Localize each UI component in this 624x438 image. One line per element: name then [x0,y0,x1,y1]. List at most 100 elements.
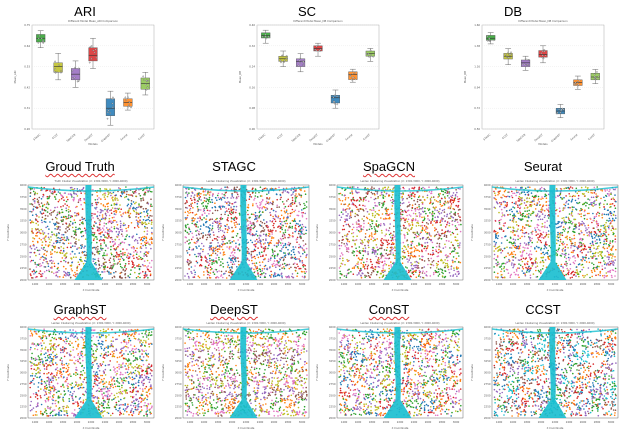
y-axis-label: Mean_DB [238,71,242,83]
data-point [60,71,62,74]
data-point [130,106,132,109]
y-tick-label: 2250 [20,266,27,270]
data-point [354,78,357,81]
data-point [299,62,301,64]
y-tick-label: 2750 [175,382,182,386]
y-tick-label: 2500 [20,254,27,258]
data-point [560,110,562,112]
data-point [54,72,57,74]
data-point [367,53,370,55]
x-tick-label: STAGC [257,133,266,142]
y-tick-label: 2750 [329,382,336,386]
x-tick-label: 2200 [552,282,559,286]
data-point [366,53,368,55]
sc-boxplot: Different Model Mean_DB Comparison 0.00 0.… [238,19,380,146]
top-channel [491,328,619,334]
data-point [524,58,527,60]
y-tick-label: 1.16 [474,65,480,69]
y-tick-label: 4000 [329,325,336,329]
x-tick-label: 2800 [594,282,601,286]
data-point [542,50,544,52]
x-tick-label: 1800 [215,420,222,424]
top-channel [336,328,464,334]
data-point [302,64,305,66]
y-tick-label: 0.40 [249,23,255,27]
data-point [596,71,598,73]
scatter-ccst: Leiden Clustering Visualization (X: 1300… [470,321,619,430]
x-tick-label: 2200 [243,420,250,424]
data-point [504,54,507,56]
y-tick-label: 1.38 [474,44,480,48]
x-tick-label: ConST [362,132,371,141]
scatter-deepst: Leiden Clustering Visualization (X: 1300… [161,321,310,430]
scatter-plot-title: Leiden Clustering Visualization (X: 1300… [206,321,285,325]
box-spagcn [296,58,306,67]
scatter-const: Leiden Clustering Visualization (X: 1300… [315,321,464,430]
data-point [370,54,372,56]
data-point [264,35,267,37]
x-tick-label: 2800 [439,282,446,286]
scatter-graphst: Leiden Clustering Visualization (X: 1300… [6,321,155,430]
data-point [58,64,60,67]
x-axis-label: Models [313,142,323,146]
x-tick-label: 2000 [229,282,236,286]
panel-title-const: ConST [368,302,410,317]
y-tick-label: 3250 [329,359,336,363]
central-channel [538,327,567,418]
y-tick-label: 3250 [20,219,27,223]
x-tick-label: 1800 [524,282,531,286]
y-axis-label: Y Coordinate [315,364,319,381]
data-point [145,88,148,91]
box-subtitle: Different Model Mean_DB Comparison [293,19,343,23]
x-tick-label: 2600 [580,420,587,424]
data-point [314,48,316,51]
x-tick-label: 3000 [299,282,306,286]
data-point [74,67,76,69]
data-point [593,73,596,76]
scatter-plot-title: Leiden Clustering Visualization (X: 1300… [360,179,439,183]
top-channel [336,186,464,192]
data-point [42,41,44,43]
plot-frame [256,24,380,130]
data-point [127,104,130,106]
y-tick-label: 2000 [329,416,336,420]
y-tick-label: 2500 [175,254,182,258]
y-tick-label: 2500 [484,254,491,258]
data-point [89,46,92,48]
data-point [315,45,318,48]
y-tick-label: 2250 [484,266,491,270]
x-tick-label: 1600 [355,420,362,424]
x-tick-label: 1400 [341,282,348,286]
x-tick-label: Seurat [119,133,128,142]
data-point [543,50,546,52]
box-stagc [486,35,496,41]
x-axis-label: X Coordinate [238,288,255,292]
x-tick-label: 2800 [285,420,292,424]
scatter-plot-title: Leiden Clustering Visualization (X: 1300… [360,321,439,325]
x-tick-label: 1800 [369,282,376,286]
data-point [318,49,321,52]
x-tick-label: 2800 [130,420,137,424]
data-point [301,60,303,62]
y-tick-label: 2500 [175,393,182,397]
y-tick-label: 3750 [484,195,491,199]
x-tick-label: 2400 [566,282,573,286]
y-axis-label: Y Coordinate [6,364,10,381]
y-tick-label: 3500 [329,207,336,211]
box-deepst [88,47,98,62]
data-point [575,83,577,85]
y-tick-label: 3750 [329,336,336,340]
data-point [354,72,356,74]
data-point [298,59,301,62]
x-tick-label: 2200 [243,282,250,286]
y-tick-label: 3500 [484,348,491,352]
data-point [561,107,564,110]
data-point [369,49,372,52]
y-tick-label: 3500 [329,348,336,352]
data-point [319,50,321,52]
x-tick-label: 3000 [453,282,460,286]
data-point [528,59,530,61]
x-axis-label: X Coordinate [392,288,409,292]
x-tick-label: ConST [587,132,596,141]
y-tick-label: 2000 [175,416,182,420]
